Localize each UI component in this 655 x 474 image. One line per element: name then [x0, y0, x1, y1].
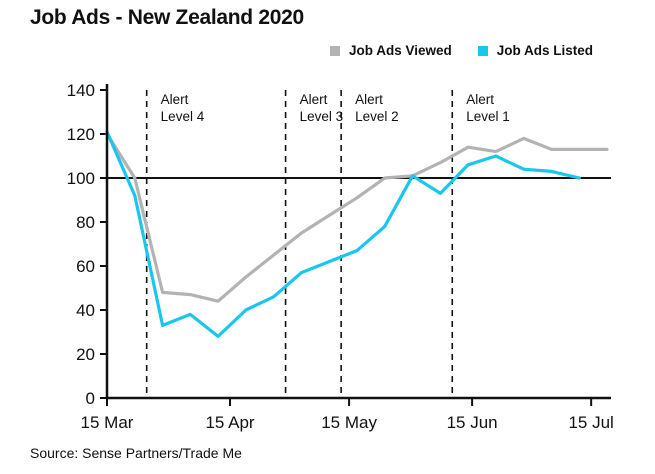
- x-tick-label: 15 May: [321, 413, 377, 432]
- series-line-listed: [105, 130, 581, 338]
- alert-label-line1: Alert: [466, 92, 494, 107]
- series-line-viewed: [105, 132, 609, 303]
- alert-label-line1: Alert: [300, 92, 328, 107]
- y-tick-label: 40: [76, 301, 95, 320]
- alert-label-line2: Level 2: [355, 109, 399, 124]
- y-tick-label: 80: [76, 213, 95, 232]
- legend-label-listed: Job Ads Listed: [496, 43, 594, 58]
- x-tick-label: 15 Mar: [81, 413, 134, 432]
- x-tick-label: 15 Apr: [205, 413, 254, 432]
- legend-item-viewed: Job Ads Viewed: [330, 43, 452, 58]
- y-tick-label: 0: [86, 389, 95, 408]
- y-tick-label: 120: [67, 125, 95, 144]
- alert-label-line2: Level 3: [300, 109, 344, 124]
- x-tick-label: 15 Jun: [447, 413, 498, 432]
- alert-label-line1: Alert: [161, 92, 189, 107]
- chart-title: Job Ads - New Zealand 2020: [30, 6, 304, 29]
- y-tick-label: 100: [67, 169, 95, 188]
- y-tick-label: 60: [76, 257, 95, 276]
- legend: Job Ads Viewed Job Ads Listed: [330, 43, 593, 58]
- legend-label-viewed: Job Ads Viewed: [349, 43, 452, 58]
- x-tick-label: 15 Jul: [568, 413, 613, 432]
- alert-label-line1: Alert: [355, 92, 383, 107]
- alert-label-line2: Level 1: [466, 109, 510, 124]
- alert-label-line2: Level 4: [161, 109, 205, 124]
- legend-swatch-viewed: [330, 45, 340, 56]
- y-tick-label: 20: [76, 345, 95, 364]
- y-tick-label: 140: [67, 81, 95, 100]
- legend-swatch-listed: [477, 45, 488, 56]
- source-note: Source: Sense Partners/Trade Me: [30, 445, 242, 461]
- legend-item-listed: Job Ads Listed: [477, 43, 594, 58]
